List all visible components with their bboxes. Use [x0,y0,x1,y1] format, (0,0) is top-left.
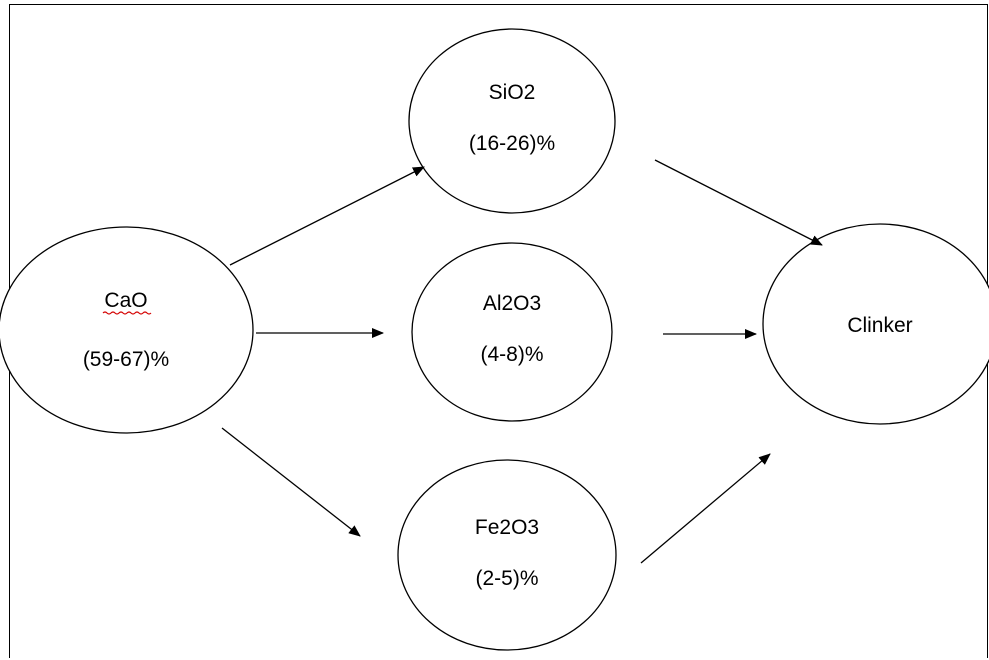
node-fe2o3: Fe2O3 (2-5)% [397,459,617,651]
node-cao-range: (59-67)% [83,348,169,371]
node-fe2o3-range: (2-5)% [475,567,538,590]
node-cao: CaO (59-67)% [0,226,254,434]
node-clinker-name: Clinker [847,314,912,337]
node-sio2-range: (16-26)% [469,132,555,155]
node-clinker: Clinker [762,223,989,425]
node-al2o3-range: (4-8)% [480,343,543,366]
node-sio2-name: SiO2 [489,81,536,104]
arrow-fe2o3-to-clinker [640,453,771,564]
node-sio2: SiO2 (16-26)% [408,28,616,214]
node-cao-name: CaO [104,289,147,312]
node-fe2o3-name: Fe2O3 [475,516,539,539]
arrow-cao-to-sio2 [229,166,425,266]
node-al2o3: Al2O3 (4-8)% [411,242,613,422]
node-al2o3-name: Al2O3 [483,292,541,315]
arrow-sio2-to-clinker [654,159,823,246]
arrow-cao-to-fe2o3 [221,427,361,537]
spellcheck-underline [102,311,152,315]
